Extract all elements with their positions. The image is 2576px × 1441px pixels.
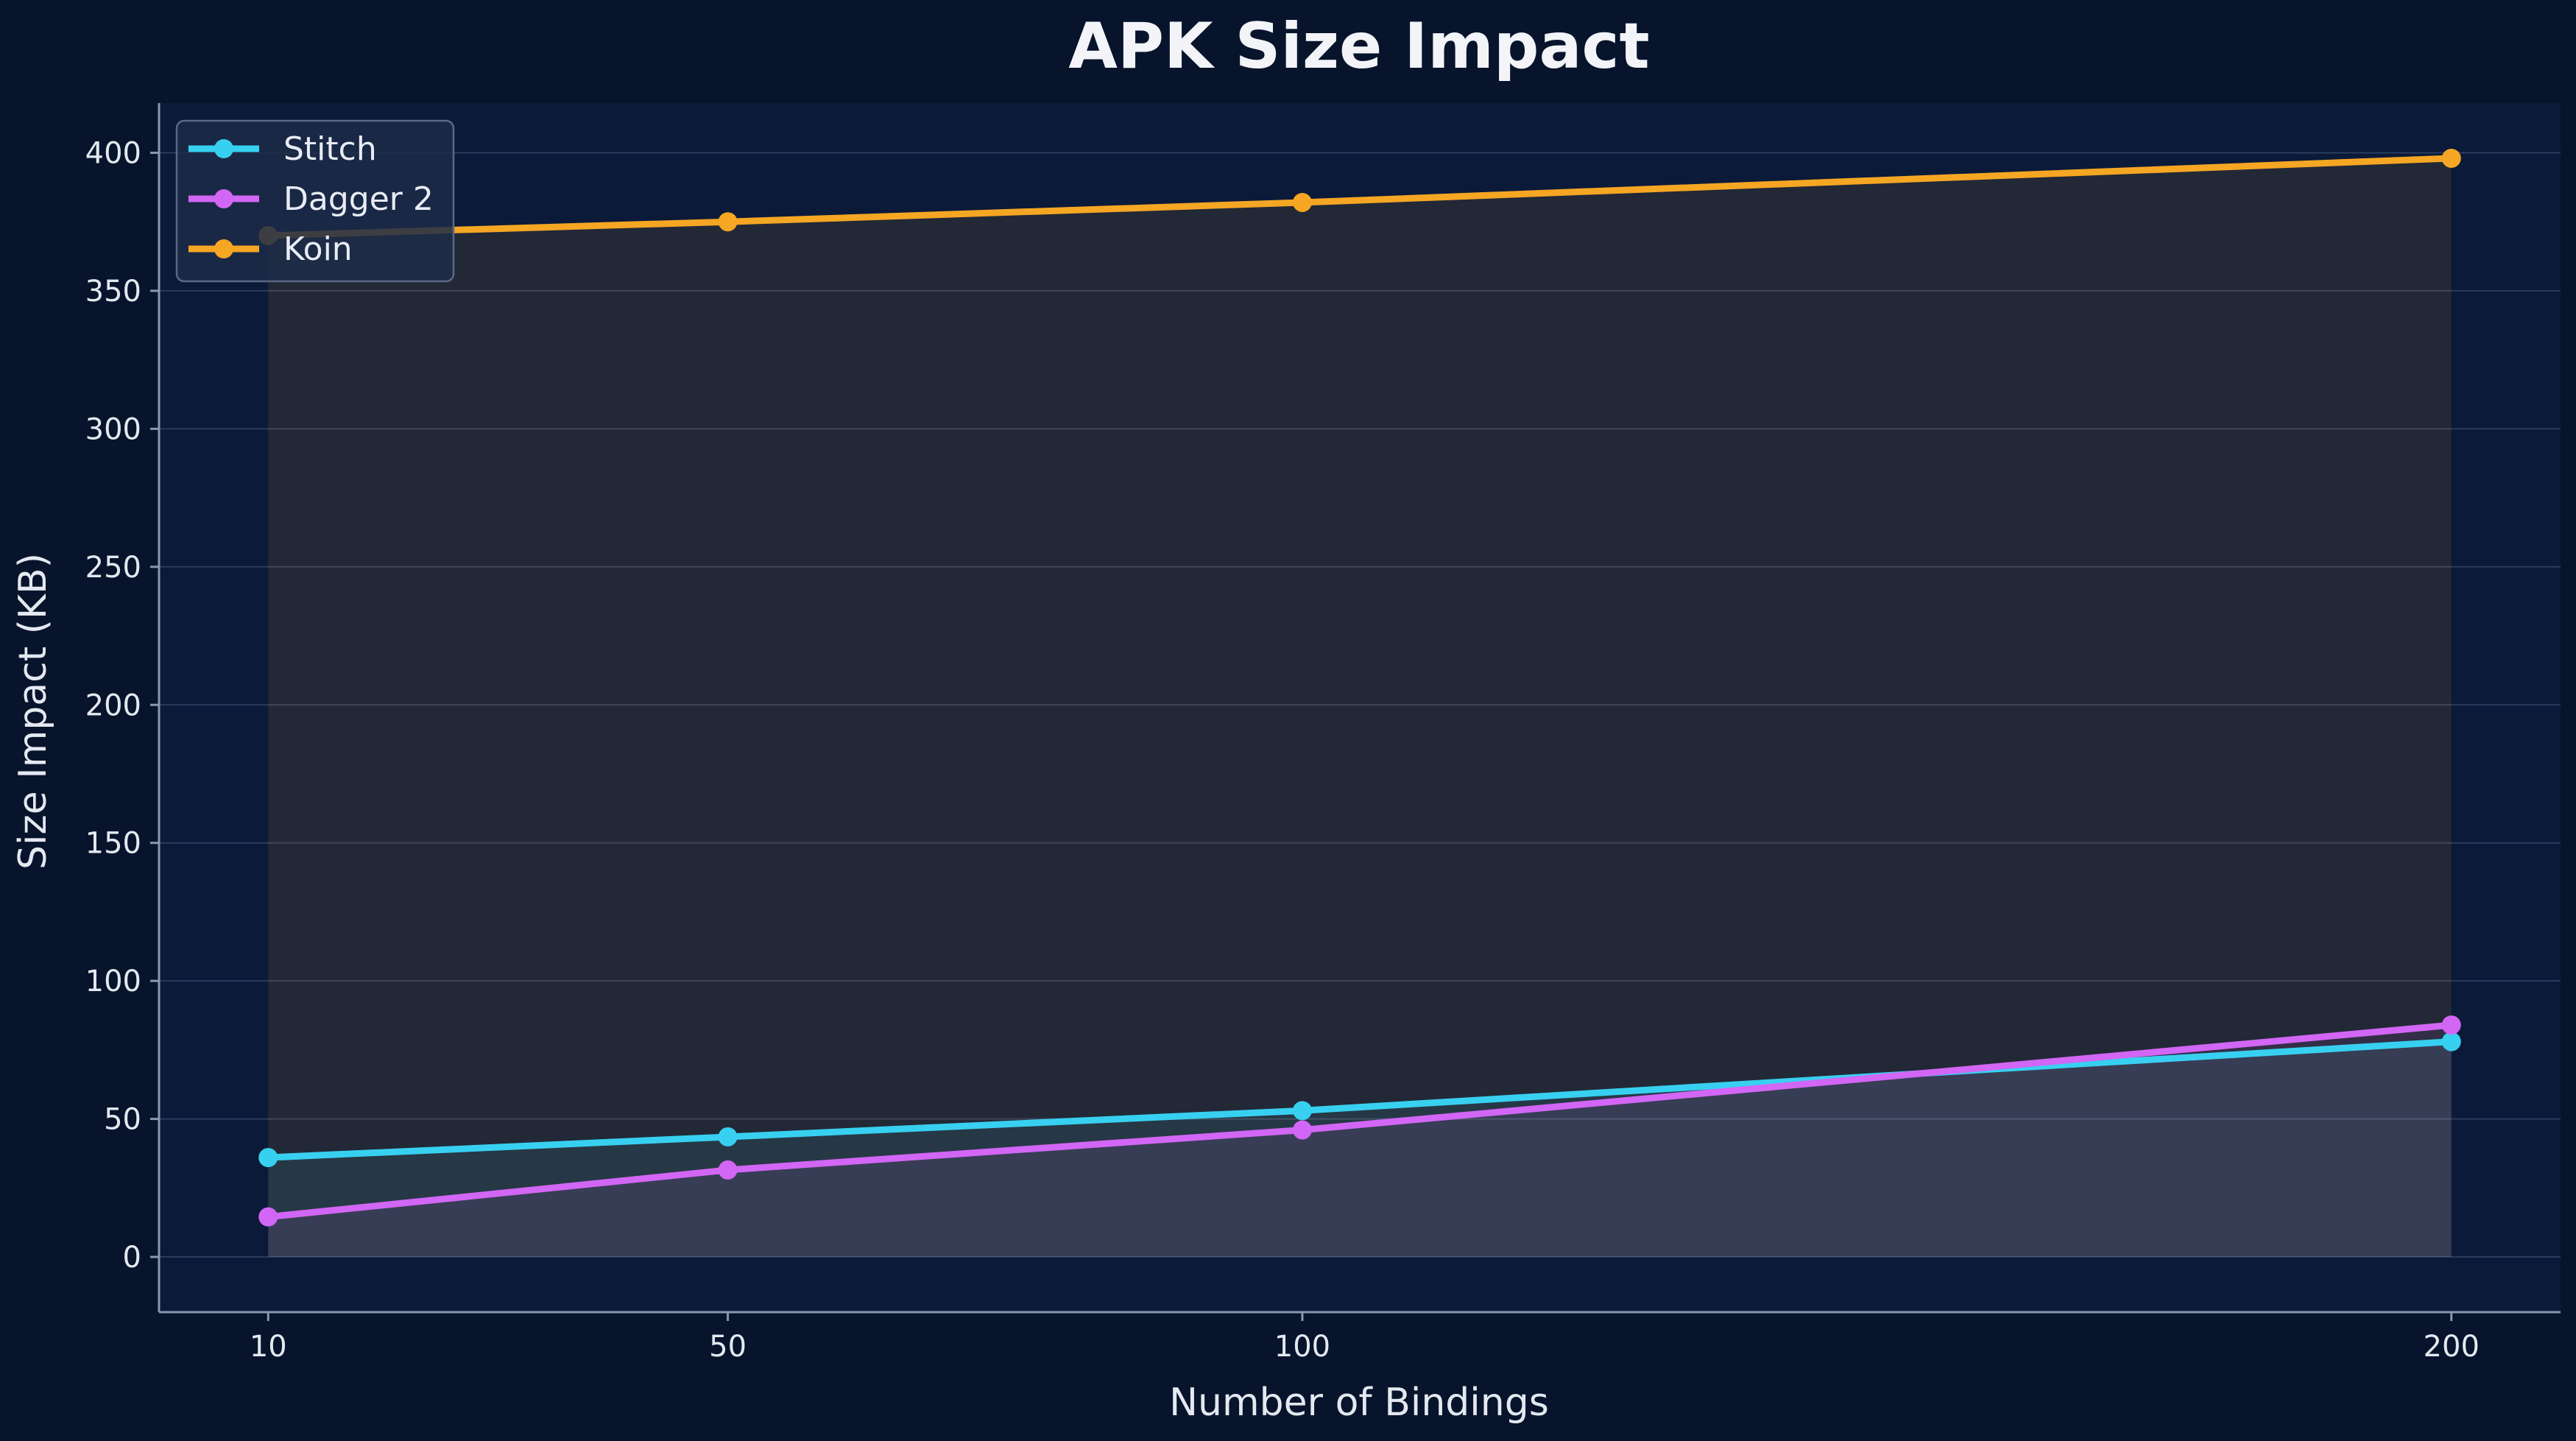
chart-title: APK Size Impact bbox=[1068, 10, 1649, 83]
series-line-2 bbox=[264, 155, 2455, 239]
data-point bbox=[718, 212, 738, 232]
series-markers bbox=[258, 148, 2461, 1227]
legend-box bbox=[175, 119, 455, 283]
y-tick-label: 350 bbox=[85, 275, 141, 309]
y-axis-ticks: 0 50 100 150 200 250 300 350 400 bbox=[85, 136, 159, 1275]
data-point bbox=[718, 1127, 738, 1146]
data-point bbox=[1292, 1101, 1312, 1121]
y-tick-label: 200 bbox=[85, 688, 141, 722]
data-point bbox=[258, 1148, 278, 1168]
y-tick-label: 50 bbox=[104, 1103, 141, 1137]
y-tick-label: 0 bbox=[123, 1241, 141, 1275]
x-axis-ticks: 10 50 100 200 bbox=[250, 1312, 2480, 1364]
legend-marker-koin bbox=[214, 239, 233, 258]
legend-label-stitch: Stitch bbox=[283, 130, 377, 168]
series-fill-2 bbox=[268, 158, 2452, 1258]
y-tick-label: 100 bbox=[85, 965, 141, 998]
x-tick-label: 50 bbox=[709, 1330, 747, 1364]
series-line-1 bbox=[264, 1021, 2455, 1221]
x-tick-label: 100 bbox=[1274, 1330, 1330, 1364]
data-point bbox=[2441, 1032, 2461, 1051]
legend-label-dagger: Dagger 2 bbox=[283, 180, 434, 218]
legend-label-koin: Koin bbox=[283, 230, 353, 268]
plot-area-background bbox=[159, 103, 2561, 1312]
data-point bbox=[2441, 148, 2461, 168]
x-axis-label: Number of Bindings bbox=[1169, 1381, 1549, 1425]
series-lines bbox=[264, 155, 2455, 1221]
legend-marker-stitch bbox=[214, 139, 233, 158]
series-fills bbox=[268, 158, 2452, 1258]
series-fill-1 bbox=[268, 1025, 2452, 1258]
x-tick-label: 200 bbox=[2424, 1330, 2480, 1364]
y-tick-label: 150 bbox=[85, 827, 141, 861]
gridlines bbox=[159, 152, 2561, 1258]
series-fill-0 bbox=[268, 1041, 2452, 1258]
y-axis-label: Size Impact (KB) bbox=[11, 553, 55, 870]
y-tick-label: 400 bbox=[85, 136, 141, 170]
data-point bbox=[1292, 192, 1312, 212]
y-tick-label: 300 bbox=[85, 412, 141, 446]
data-point bbox=[2441, 1015, 2461, 1035]
x-tick-label: 10 bbox=[250, 1330, 287, 1364]
data-point bbox=[258, 1207, 278, 1227]
y-tick-label: 250 bbox=[85, 551, 141, 585]
data-point bbox=[718, 1160, 738, 1180]
data-point bbox=[1292, 1120, 1312, 1140]
legend-marker-dagger bbox=[214, 189, 233, 208]
legend: Stitch Dagger 2 Koin bbox=[175, 119, 455, 283]
